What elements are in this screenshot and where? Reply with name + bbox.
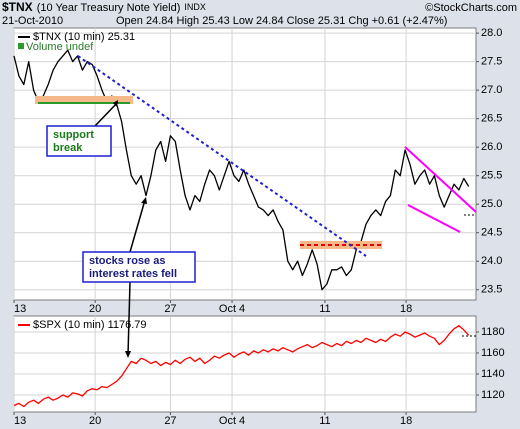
trend-line (77, 55, 367, 257)
symbol-name: (10 Year Treasury Note Yield) (37, 2, 181, 14)
y-tick-label: 27.0 (481, 84, 502, 96)
x-tick-label: 18 (400, 415, 412, 427)
arrow (129, 199, 146, 253)
legend-label: $TNX (10 min) 25.31 (33, 31, 135, 43)
y-tick-label: 23.5 (481, 284, 502, 296)
x-tick-label: 27 (164, 303, 176, 315)
x-tick-label: 11 (319, 303, 330, 315)
y-tick-label: 24.0 (481, 255, 502, 267)
legend-label: $SPX (10 min) 1176.79 (33, 319, 147, 331)
channel-top (404, 146, 477, 213)
y-tick-label: 26.5 (481, 113, 502, 125)
annotation: break (53, 142, 83, 154)
support-zone (35, 96, 133, 104)
x-tick-label: 20 (89, 415, 101, 427)
y-tick-label: 1140 (481, 368, 505, 380)
x-tick-label: Oct 4 (219, 303, 245, 315)
y-tick-label: 24.5 (481, 227, 502, 239)
quote: Open 24.84 High 25.43 Low 24.84 Close 25… (116, 15, 447, 27)
x-tick-label: 18 (400, 303, 412, 315)
annotation: stocks rose as (89, 255, 165, 267)
y-tick-label: 25.5 (481, 170, 502, 182)
y-tick-label: 1160 (481, 347, 505, 359)
x-tick-label: 27 (164, 415, 176, 427)
annotation-box (46, 125, 112, 157)
y-tick-label: 1180 (481, 326, 505, 338)
arrow (127, 281, 131, 356)
arrow-head (125, 351, 131, 358)
y-tick-label: 28.0 (481, 27, 502, 39)
y-tick-label: 1120 (481, 389, 505, 401)
x-tick-label: 13 (14, 303, 26, 315)
symbol: $TNX (2, 0, 33, 14)
x-tick-label: 11 (319, 415, 330, 427)
date: 21-Oct-2010 (2, 15, 63, 27)
copyright: ©StockCharts.com (425, 2, 517, 14)
volume-label: Volume undef (26, 41, 94, 53)
header-line: $TNX (10 Year Treasury Note Yield) INDX (2, 0, 206, 14)
x-tick-label: 20 (89, 303, 101, 315)
annotation-box (82, 251, 196, 283)
channel-bottom (407, 204, 461, 233)
y-tick-label: 27.5 (481, 56, 502, 68)
arrow-head (113, 100, 118, 107)
y-tick-label: 25.0 (481, 198, 502, 210)
x-tick-label: 13 (14, 415, 26, 427)
arrow-head (141, 197, 147, 204)
annotation: support (53, 129, 94, 141)
y-tick-label: 26.0 (481, 141, 502, 153)
volume-swatch (18, 43, 24, 49)
exchange: INDX (184, 2, 206, 12)
resistance-zone (300, 241, 382, 249)
x-tick-label: Oct 4 (219, 415, 245, 427)
arrow (94, 101, 119, 127)
price-line (13, 325, 470, 408)
annotation: interest rates fell (89, 268, 177, 280)
